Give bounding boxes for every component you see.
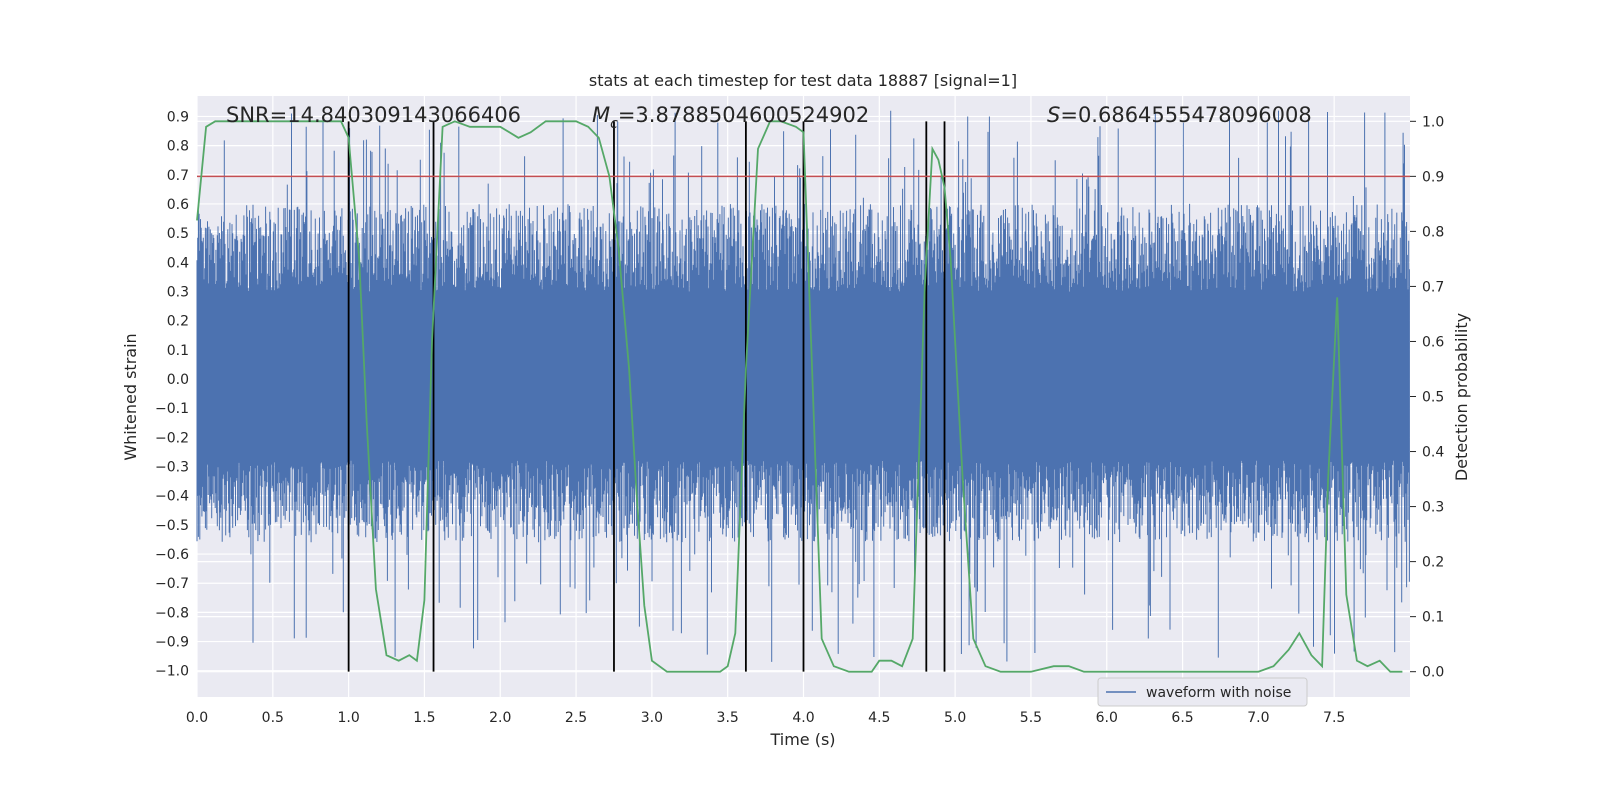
x-tick-label: 0.5	[262, 710, 284, 726]
y-tick-label: 0.1	[167, 343, 189, 359]
y-tick-label: 0.7	[167, 168, 189, 184]
chart-title: stats at each timestep for test data 188…	[589, 71, 1017, 90]
x-tick-label: 2.5	[565, 710, 587, 726]
x-tick-label: 6.0	[1096, 710, 1118, 726]
event-markers	[347, 121, 946, 672]
y-tick-label: −0.6	[155, 547, 189, 563]
y-tick-label: 0.0	[167, 372, 189, 388]
y2-tick-label: 0.2	[1422, 555, 1444, 571]
strain-trace	[196, 110, 1410, 662]
s-value: =0.6864555478096008	[1060, 103, 1311, 127]
x-tick-label: 3.5	[717, 710, 739, 726]
detection-probability-series	[196, 120, 1403, 673]
y-tick-label: −0.9	[155, 635, 189, 651]
chirp-mass-annotation: Mc=3.8788504600524902	[592, 103, 869, 132]
s-symbol: S	[1047, 103, 1060, 127]
y-tick-label: −0.3	[155, 460, 189, 476]
y-tick-label: −0.7	[155, 576, 189, 592]
x-tick-label: 7.5	[1323, 710, 1345, 726]
y2-tick-label: 0.3	[1422, 500, 1444, 516]
s-annotation: S=0.6864555478096008	[1047, 103, 1312, 127]
x-tick-label: 5.5	[1020, 710, 1042, 726]
y2-tick-labels: 1.0 0.9 0.8 0.7 0.6 0.5 0.4 0.3 0.2 0.1 0.0	[1410, 114, 1444, 681]
legend: waveform with noise	[1097, 677, 1308, 707]
y-tick-labels: 0.9 0.8 0.7 0.6 0.5 0.4 0.3 0.2 0.1 0.0 −0.1 −0.2 −0…	[155, 109, 189, 679]
x-tick-label: 4.0	[792, 710, 814, 726]
x-tick-label: 6.5	[1171, 710, 1193, 726]
y-tick-label: 0.2	[167, 314, 189, 330]
x-tick-label: 3.0	[641, 710, 663, 726]
y-tick-label: 0.9	[167, 109, 189, 125]
y-tick-label: −0.8	[155, 605, 189, 621]
y2-tick-label: 0.1	[1422, 610, 1444, 626]
strain-series	[196, 110, 1410, 662]
y-axis-label: Whitened strain	[121, 333, 140, 460]
chirp-mass-value: =3.8788504600524902	[618, 103, 869, 127]
y2-axis-label: Detection probability	[1452, 313, 1471, 481]
y-tick-label: 0.6	[167, 197, 189, 213]
chirp-mass-subscript: c	[610, 116, 618, 132]
x-tick-label: 1.0	[337, 710, 359, 726]
y-tick-label: −0.1	[155, 401, 189, 417]
y2-tick-label: 1.0	[1422, 114, 1444, 130]
y2-tick-label: 0.9	[1422, 169, 1444, 185]
y2-tick-label: 0.0	[1422, 665, 1444, 681]
y-tick-label: 0.8	[167, 139, 189, 155]
y2-tick-label: 0.7	[1422, 279, 1444, 295]
y2-tick-label: 0.6	[1422, 334, 1444, 350]
y-tick-label: −1.0	[155, 664, 189, 680]
x-axis-label: Time (s)	[769, 730, 835, 749]
y-tick-label: 0.4	[167, 255, 189, 271]
x-tick-label: 2.0	[489, 710, 511, 726]
y2-tick-label: 0.8	[1422, 224, 1444, 240]
x-tick-label: 7.0	[1247, 710, 1269, 726]
chirp-mass-symbol: M	[592, 103, 610, 127]
legend-box	[1097, 677, 1308, 707]
y-tick-label: −0.4	[155, 489, 189, 505]
y-tick-label: 0.3	[167, 284, 189, 300]
y2-tick-label: 0.4	[1422, 445, 1444, 461]
x-tick-label: 0.0	[186, 710, 208, 726]
y-tick-label: −0.2	[155, 430, 189, 446]
y-tick-label: −0.5	[155, 518, 189, 534]
x-tick-labels: 0.0 0.5 1.0 1.5 2.0 2.5 3.0 3.5 4.0 4.5 5.0 5.5 6.0 6…	[186, 710, 1345, 726]
y2-tick-label: 0.5	[1422, 390, 1444, 406]
x-tick-label: 4.5	[868, 710, 890, 726]
probability-line	[196, 120, 1403, 673]
legend-label: waveform with noise	[1146, 685, 1291, 701]
snr-annotation: SNR=14.840309143066406	[226, 103, 521, 127]
x-tick-label: 5.0	[944, 710, 966, 726]
x-tick-label: 1.5	[413, 710, 435, 726]
y-tick-label: 0.5	[167, 226, 189, 242]
